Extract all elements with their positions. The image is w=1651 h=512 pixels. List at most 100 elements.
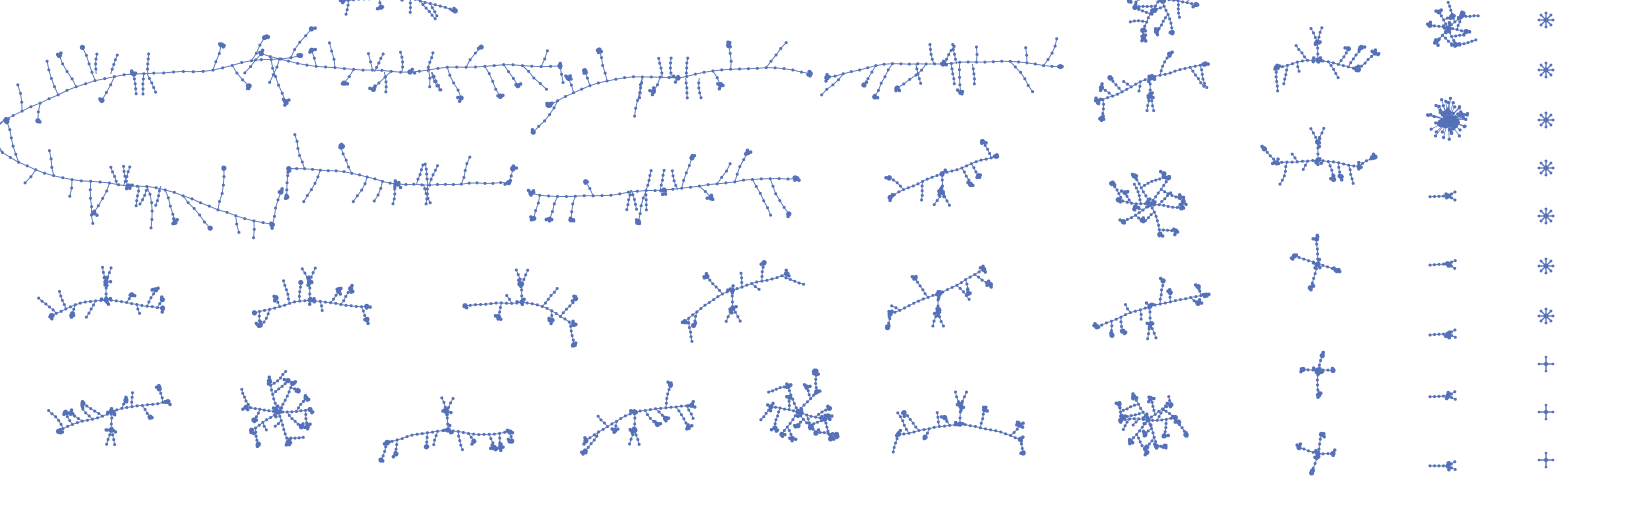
graph-node [561, 81, 565, 85]
tree-graph [1273, 26, 1381, 93]
graph-node [320, 309, 324, 313]
graph-node [670, 169, 674, 173]
graph-node [302, 200, 306, 204]
graph-node [128, 165, 132, 169]
graph-edge [381, 69, 392, 72]
graph-node [1357, 160, 1361, 165]
graph-edge [173, 70, 184, 73]
graph-node [1355, 67, 1362, 73]
graph-node [555, 286, 559, 290]
graph-node [364, 317, 370, 323]
graph-node [1166, 51, 1173, 57]
graph-node [313, 266, 317, 270]
tree-graph [526, 148, 801, 226]
graph-edge [316, 65, 326, 68]
graph-node [452, 8, 458, 14]
graph-node [313, 47, 317, 52]
graph-node [932, 203, 936, 207]
graph-node [1282, 82, 1286, 86]
graph-node [987, 281, 994, 288]
graph-node [941, 324, 945, 328]
graph-node [423, 162, 427, 166]
graph-node [1095, 98, 1101, 104]
graph-node [407, 69, 413, 75]
graph-node [384, 90, 388, 94]
graph-node [218, 42, 224, 48]
graph-node [1465, 112, 1470, 116]
graph-node [159, 305, 166, 311]
graph-node [297, 52, 304, 59]
graph-node [1024, 46, 1028, 50]
graph-node [79, 44, 86, 51]
graph-node [1158, 177, 1162, 181]
graph-node [884, 325, 891, 331]
graph-node [1309, 127, 1313, 131]
graph-node [690, 322, 697, 329]
graph-edge [522, 65, 532, 67]
graph-edge [419, 69, 429, 72]
graph-node [1433, 39, 1439, 45]
graph-node [338, 144, 344, 150]
graph-node [1177, 15, 1181, 19]
graph-edge [297, 62, 307, 66]
graph-node [894, 85, 900, 91]
graph-node [1297, 69, 1301, 73]
graph-node [1440, 98, 1444, 102]
graph-edge [85, 80, 96, 85]
graph-node [84, 315, 88, 319]
graph-node [286, 166, 292, 172]
graph-node [1345, 46, 1351, 52]
graph-node [478, 44, 484, 50]
graph-edge [279, 58, 289, 62]
graph-node [273, 295, 279, 301]
graph-node [293, 133, 297, 137]
graph-edge [76, 83, 86, 88]
graph-node [413, 0, 417, 1]
graph-node [134, 92, 138, 96]
graph-node [671, 74, 676, 78]
graph-node [1270, 161, 1275, 166]
graph-node [258, 50, 264, 57]
graph-node [1322, 126, 1326, 130]
graph-node [268, 80, 272, 84]
graph-edge [0, 119, 5, 125]
graph-node [549, 317, 555, 323]
graph-node [526, 268, 530, 272]
graph-node [820, 93, 824, 97]
graph-node [1446, 117, 1452, 123]
graph-node [1278, 182, 1282, 186]
graph-node [468, 155, 472, 159]
graph-node [1457, 43, 1462, 47]
graph-node [907, 62, 911, 66]
graph-node [568, 217, 574, 223]
graph-node [514, 268, 518, 272]
graph-node [1436, 43, 1440, 47]
graph-node [1140, 27, 1146, 33]
tree-graph [1425, 0, 1480, 48]
graph-node [912, 275, 918, 281]
graph-node [141, 92, 145, 96]
graph-node [1122, 79, 1126, 83]
graph-node [738, 319, 742, 323]
graph-node [794, 175, 800, 182]
graph-node [313, 26, 317, 30]
graph-node [1356, 163, 1362, 170]
tree-graph [0, 26, 317, 125]
graph-node [724, 319, 728, 323]
tree-graph [1428, 190, 1457, 202]
graph-node [308, 26, 315, 32]
graph-edge [1186, 0, 1189, 3]
graph-node [947, 203, 951, 207]
graph-node [172, 219, 178, 226]
graph-node [1031, 90, 1035, 94]
graph-node [965, 290, 971, 296]
graph-node [967, 297, 971, 301]
graph-node [154, 90, 158, 94]
graph-node [1301, 167, 1305, 171]
graph-node [1193, 1, 1199, 8]
graph-node [340, 0, 346, 4]
graph-node [23, 181, 27, 185]
graph-node [1427, 22, 1433, 28]
graph-node [368, 86, 372, 91]
graph-node [1157, 231, 1163, 237]
